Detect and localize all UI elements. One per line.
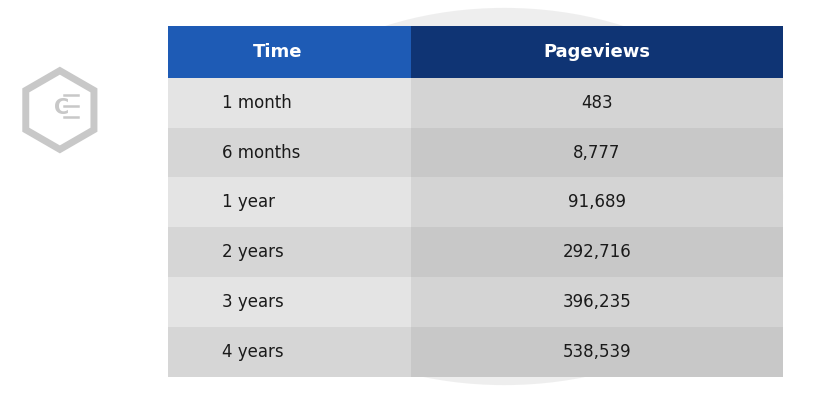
Text: Time: Time <box>253 42 302 61</box>
FancyBboxPatch shape <box>410 228 782 277</box>
FancyBboxPatch shape <box>410 277 782 327</box>
Text: C: C <box>54 98 69 118</box>
FancyBboxPatch shape <box>410 327 782 377</box>
Text: 8,777: 8,777 <box>572 143 620 162</box>
FancyBboxPatch shape <box>410 26 782 77</box>
FancyBboxPatch shape <box>410 77 782 128</box>
FancyBboxPatch shape <box>168 26 410 77</box>
Text: Pageviews: Pageviews <box>543 42 649 61</box>
FancyBboxPatch shape <box>168 178 410 228</box>
FancyBboxPatch shape <box>168 277 410 327</box>
Text: 483: 483 <box>581 94 612 112</box>
FancyBboxPatch shape <box>168 128 410 178</box>
Text: 6 months: 6 months <box>221 143 300 162</box>
Text: 4 years: 4 years <box>221 343 283 361</box>
FancyBboxPatch shape <box>410 128 782 178</box>
FancyBboxPatch shape <box>168 228 410 277</box>
Ellipse shape <box>225 8 782 385</box>
Text: 1 year: 1 year <box>221 193 274 211</box>
FancyBboxPatch shape <box>410 178 782 228</box>
Text: 2 years: 2 years <box>221 243 283 261</box>
Text: 3 years: 3 years <box>221 293 283 311</box>
FancyBboxPatch shape <box>168 327 410 377</box>
Text: 292,716: 292,716 <box>562 243 631 261</box>
Text: 396,235: 396,235 <box>562 293 631 311</box>
Text: 91,689: 91,689 <box>568 193 625 211</box>
Text: 1 month: 1 month <box>221 94 291 112</box>
Text: 538,539: 538,539 <box>562 343 631 361</box>
FancyBboxPatch shape <box>168 77 410 128</box>
